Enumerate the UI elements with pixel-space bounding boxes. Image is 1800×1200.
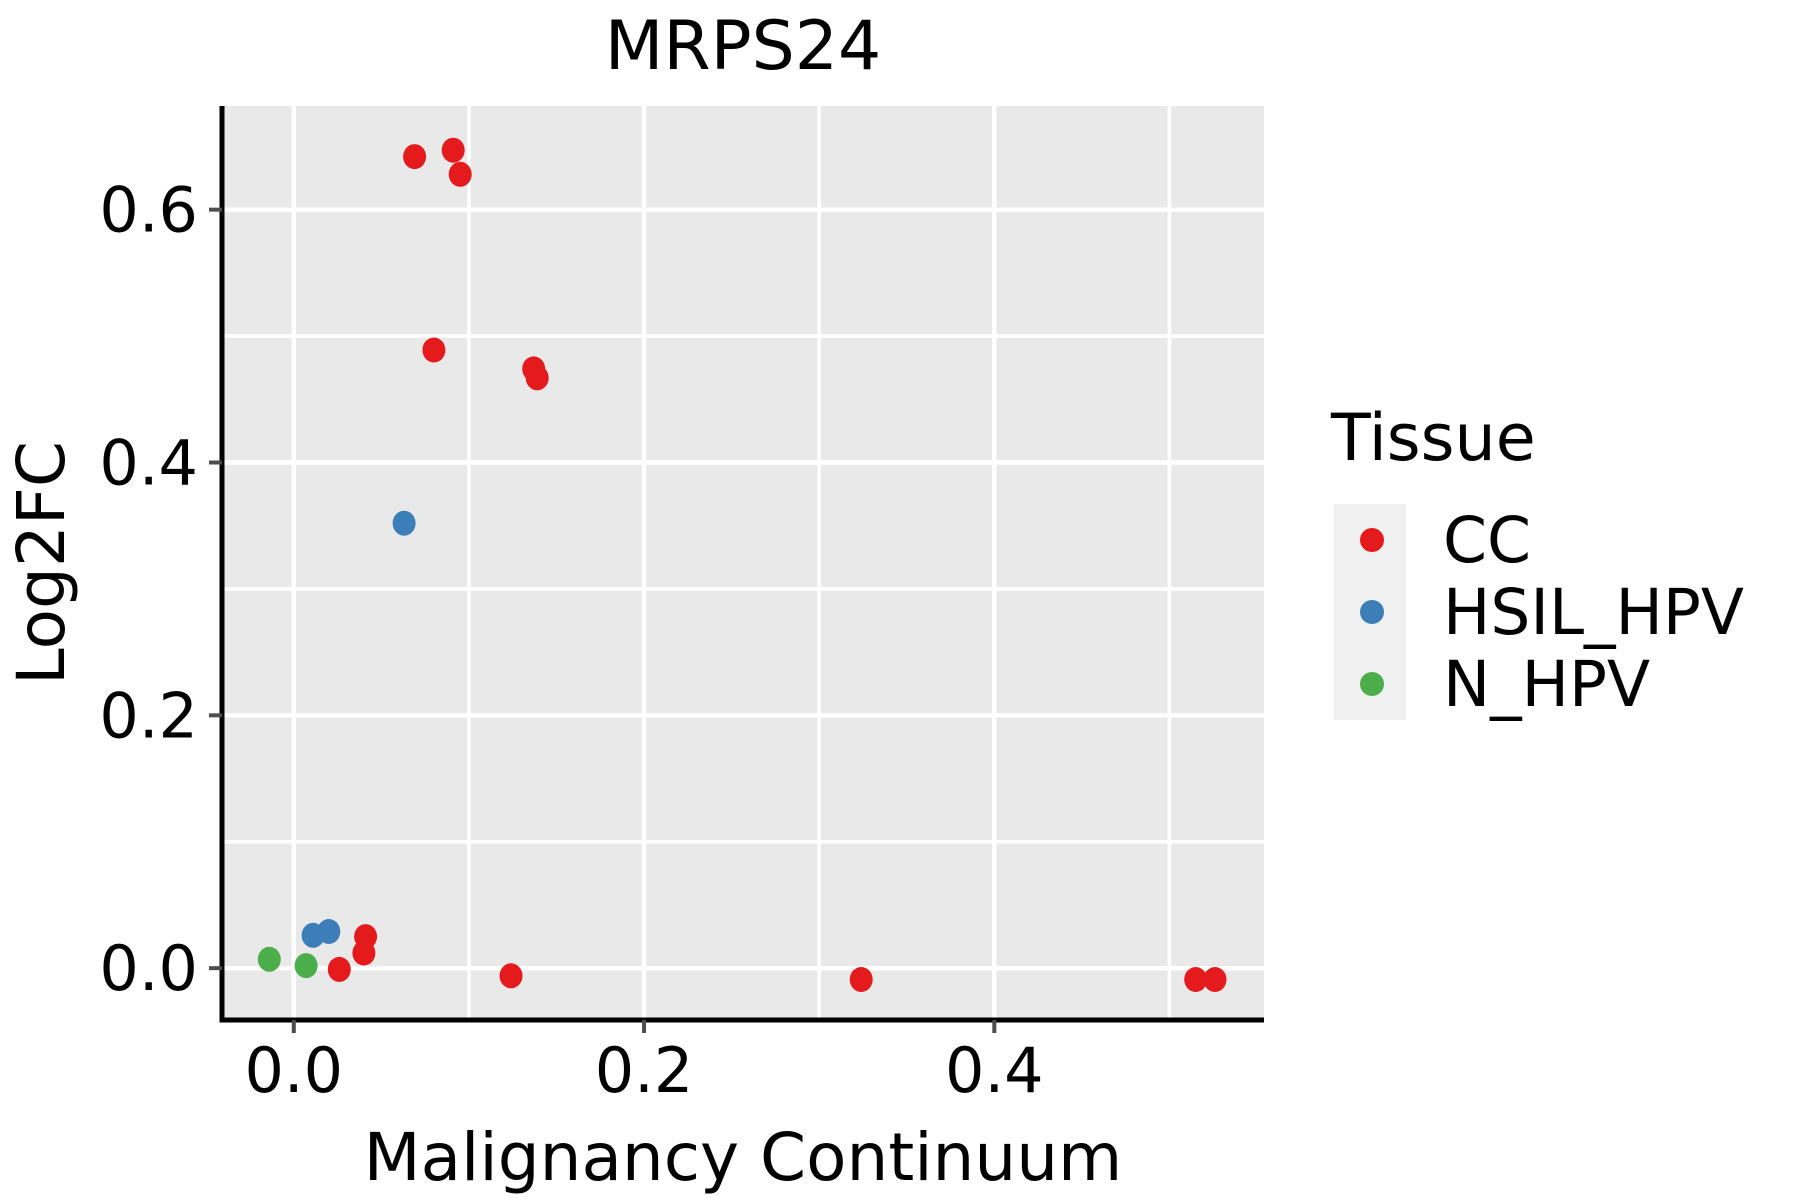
x-tick-label: 0.2 — [595, 1034, 694, 1107]
data-point-CC — [327, 956, 351, 982]
data-point-CC — [441, 137, 465, 163]
data-point-CC — [403, 144, 427, 170]
legend-label-HSIL_HPV: HSIL_HPV — [1443, 576, 1744, 649]
x-axis-title: Malignancy Continuum — [364, 1119, 1123, 1196]
data-point-CC — [525, 365, 549, 391]
legend-swatch-HSIL_HPV — [1360, 600, 1384, 624]
data-point-N_HPV — [257, 946, 281, 972]
data-point-CC — [448, 161, 472, 187]
plot-title: MRPS24 — [605, 7, 882, 86]
data-point-CC — [1184, 967, 1208, 992]
legend-label-CC: CC — [1443, 504, 1531, 577]
legend-swatch-CC — [1360, 528, 1384, 552]
data-point-CC — [422, 337, 446, 363]
y-tick-label: 0.4 — [99, 426, 198, 499]
data-point-CC — [849, 967, 873, 992]
legend-label-N_HPV: N_HPV — [1443, 648, 1650, 721]
data-point-CC — [1203, 967, 1227, 992]
data-point-N_HPV — [294, 953, 318, 979]
data-point-HSIL_HPV — [317, 919, 341, 944]
x-tick-label: 0.0 — [244, 1034, 343, 1107]
x-tick-label: 0.4 — [945, 1034, 1044, 1107]
y-tick-label: 0.2 — [99, 679, 198, 752]
y-axis-title: Log2FC — [3, 441, 80, 685]
legend-title: Tissue — [1330, 401, 1536, 476]
data-point-HSIL_HPV — [392, 510, 416, 536]
y-tick-label: 0.6 — [99, 174, 198, 247]
y-tick-label: 0.0 — [99, 932, 198, 1005]
plot-panel — [222, 106, 1264, 1020]
legend-swatch-N_HPV — [1360, 672, 1384, 696]
data-point-CC — [354, 924, 378, 950]
data-point-CC — [499, 963, 523, 989]
